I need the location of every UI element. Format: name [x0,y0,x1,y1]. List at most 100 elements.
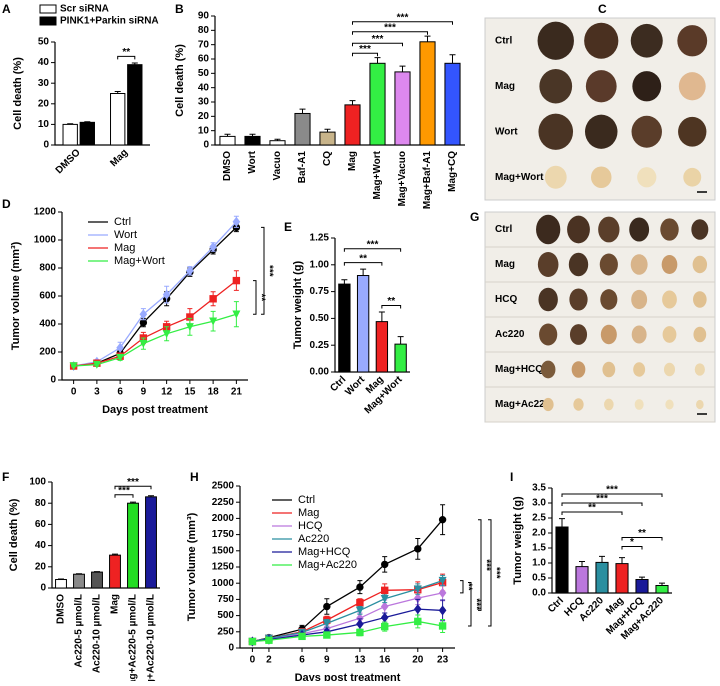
tumor [694,363,705,376]
legend-swatch [39,4,57,14]
tumor [678,116,707,147]
point [438,587,447,598]
point [356,628,364,637]
tumor [568,252,589,277]
significance-bracket [381,305,402,309]
tumor [661,255,678,274]
series-line [252,620,443,643]
point [355,606,364,615]
y-tick-label: 250 [217,626,234,637]
tumor [631,115,662,148]
legend-label: PINK1+Parkin siRNA [60,16,159,27]
x-tick-label: Ac220-10 µmol/L [92,594,103,673]
x-tick-label: 18 [208,387,220,398]
point [139,309,148,320]
tumor [537,252,559,277]
y-axis-label: Cell death (%) [174,44,186,117]
y-tick-label: 1750 [212,529,235,540]
y-tick-label: 1.00 [310,259,330,270]
tumor [584,22,619,59]
error-bar [67,123,74,125]
point [323,602,331,611]
significance-bracket [352,31,428,35]
point [413,585,422,594]
bar [73,573,85,589]
x-tick-label: 21 [231,387,243,398]
tumor [634,399,644,410]
x-tick-label: Wort [247,150,258,173]
error-bar [399,65,406,72]
error-bar [424,35,431,42]
x-tick-label: 6 [299,655,305,666]
y-tick-label: 0.50 [310,313,330,324]
y-tick-label: 0 [228,643,234,654]
error-bar [397,336,404,345]
error-bar [58,578,64,580]
y-tick-label: 10 [198,125,210,136]
error-bar [559,518,565,527]
x-tick-label: 0 [250,655,256,666]
bar [79,121,95,146]
bar [356,275,370,373]
point [298,632,306,641]
panel-label: C [598,2,607,16]
tumor [633,362,646,377]
point [116,342,124,353]
series-line [252,581,443,643]
point [92,360,101,369]
point [162,289,171,300]
bar [219,135,236,146]
bar [394,71,411,146]
bar [369,62,386,146]
row-label: Mag+Ac220 [495,399,551,410]
x-tick-label: 9 [324,655,330,666]
error-bar [131,62,138,65]
error-bar [579,561,585,567]
bar [127,64,143,146]
x-tick-label: 16 [379,655,391,666]
y-tick-label: 60 [198,54,210,65]
error-bar [299,108,306,114]
tumor [602,361,616,378]
error-bar [374,57,381,64]
x-tick-label: Mag+Ac220-10 µmol/L [146,594,157,681]
panel-label: I [510,470,513,484]
error-bar [639,576,645,580]
tumor [663,362,676,377]
point [265,636,273,644]
tumor [678,72,706,101]
x-tick-label: 0 [71,387,77,398]
significance-label: ** [122,47,130,58]
error-bar [112,553,118,556]
significance-label: *** [359,44,371,55]
significance-label: *** [127,477,139,488]
legend-label: Ctrl [114,216,131,228]
tumor [584,114,618,149]
tumor [542,397,554,412]
tumor [569,288,588,311]
x-tick-label: Ac220-5 µmol/L [74,594,85,668]
tumor [536,214,561,245]
y-tick-label: 100 [29,477,46,488]
tumor [600,289,618,310]
y-tick-label: 30 [38,78,50,89]
legend-label: Mag [114,242,135,254]
row-label: Mag [495,259,515,270]
tumor [573,398,584,411]
y-tick-label: 2.5 [532,513,546,524]
significance-bracket [468,582,472,627]
y-tick-label: 3.0 [532,498,546,509]
row-label: Mag [495,81,515,92]
legend-label: Scr siRNA [60,4,109,15]
axes [61,212,248,381]
point [438,515,447,524]
point [323,631,331,639]
bar [655,585,669,594]
point [380,612,389,623]
y-tick-label: 0 [50,375,56,386]
tumor [660,218,679,241]
x-tick-label: Mag+CQ [447,151,458,192]
tumor [631,325,647,344]
series-line [252,592,443,643]
bar [244,135,261,146]
